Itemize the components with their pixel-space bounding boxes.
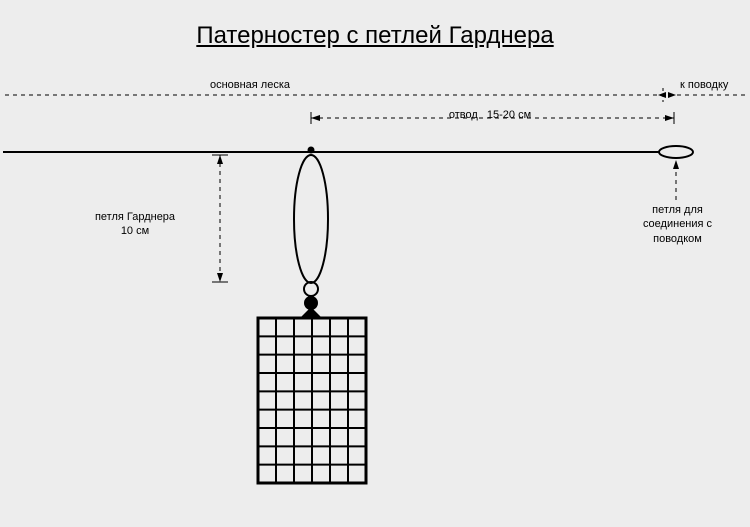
branch-arrow-r <box>665 115 674 121</box>
junction-knot <box>308 147 315 154</box>
label-connect-loop: петля для соединения с поводком <box>630 203 725 246</box>
sep-arrow-left <box>658 92 666 98</box>
diagram-svg <box>0 0 750 527</box>
bottom-tie-loop <box>304 282 318 296</box>
label-gardner-loop: петля Гарднера 10 см <box>75 210 195 239</box>
sep-arrow-right <box>668 92 676 98</box>
leader-loop <box>659 146 693 158</box>
gardner-loop <box>294 155 328 283</box>
feeder-cage <box>258 318 366 483</box>
leader-loop-pointer-arrow <box>673 160 679 169</box>
label-branch: отвод 15-20 см <box>400 108 580 122</box>
diagram-container: Патерностер с петлей Гарднера <box>0 0 750 527</box>
gardner-arrow-t <box>217 155 223 164</box>
label-main-line: основная леска <box>150 78 350 92</box>
branch-arrow-l <box>311 115 320 121</box>
gardner-arrow-b <box>217 273 223 282</box>
label-to-leader: к поводку <box>680 78 728 92</box>
